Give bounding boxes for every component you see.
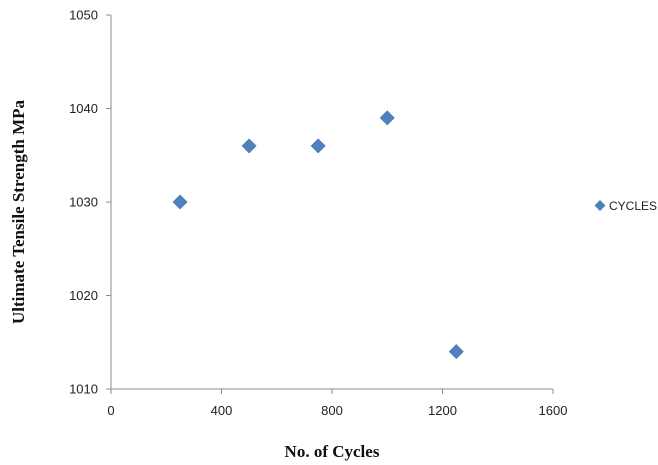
legend: CYCLES	[594, 199, 657, 213]
y-tick-label: 1030	[69, 195, 98, 210]
x-tick-label: 400	[211, 403, 233, 418]
data-point-diamond	[379, 110, 395, 126]
x-tick-label: 0	[107, 403, 114, 418]
x-axis-title: No. of Cycles	[285, 442, 380, 461]
x-tick-label: 1200	[428, 403, 457, 418]
y-tick-label: 1040	[69, 101, 98, 116]
legend-marker-diamond-icon	[594, 200, 606, 211]
x-tick-label: 800	[321, 403, 343, 418]
y-tick-label: 1050	[69, 8, 98, 23]
x-ticks: 0 400 800 1200 1600	[107, 389, 567, 418]
data-point-diamond	[241, 138, 257, 154]
data-point-diamond	[310, 138, 326, 154]
y-tick-label: 1020	[69, 288, 98, 303]
y-tick-label: 1010	[69, 382, 98, 397]
data-points	[172, 110, 464, 360]
y-ticks: 1010 1020 1030 1040 1050	[69, 8, 111, 397]
legend-label: CYCLES	[609, 199, 657, 213]
x-tick-label: 1600	[539, 403, 568, 418]
y-axis-title: Ultimate Tensile Strength MPa	[9, 100, 28, 324]
data-point-diamond	[448, 344, 464, 360]
data-point-diamond	[172, 194, 188, 210]
